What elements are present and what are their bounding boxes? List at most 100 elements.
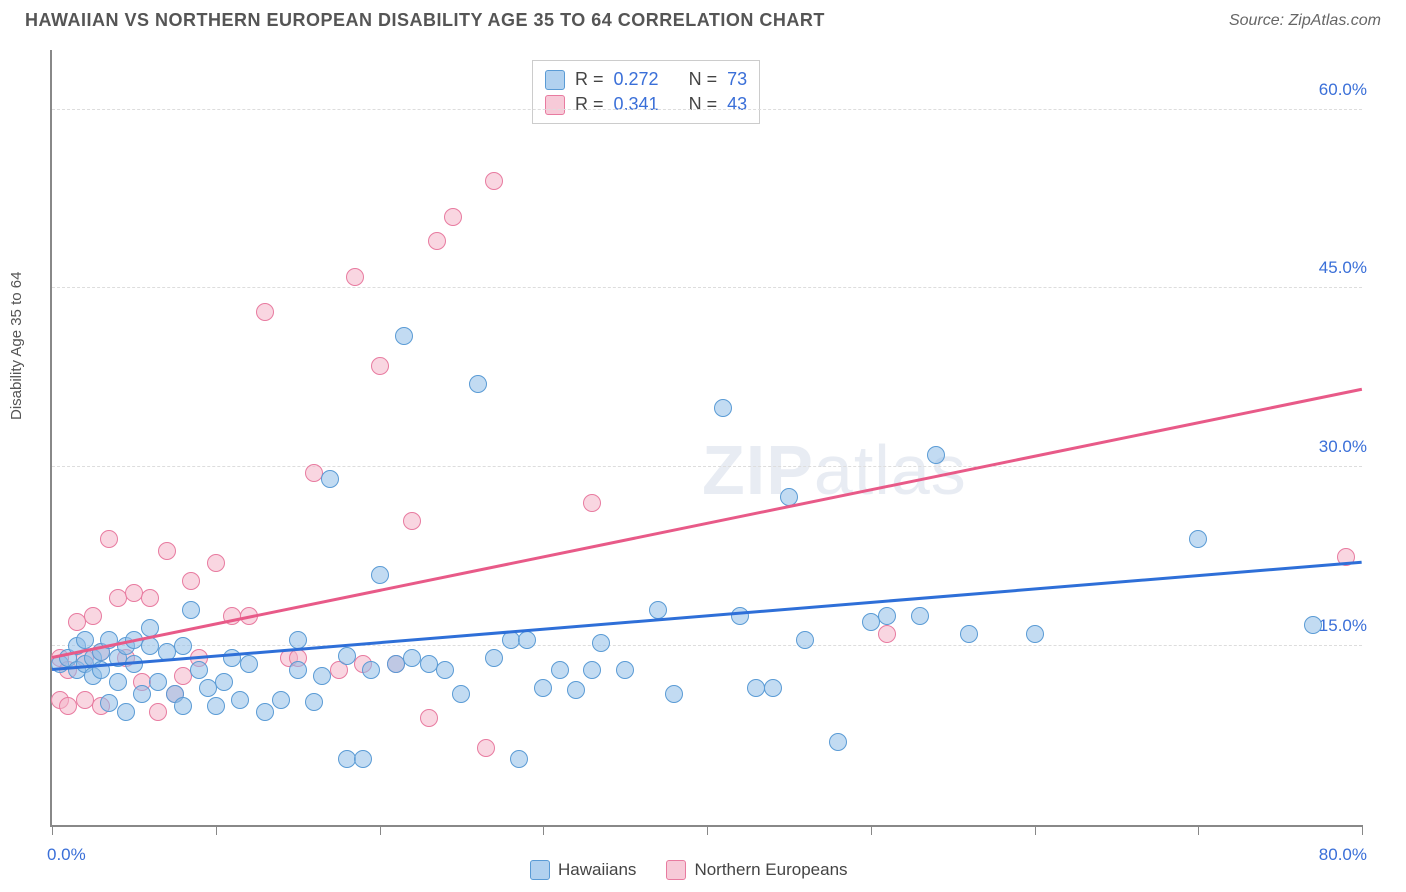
- legend: Hawaiians Northern Europeans: [530, 860, 848, 880]
- data-point: [649, 601, 667, 619]
- data-point: [420, 655, 438, 673]
- y-axis-label: Disability Age 35 to 64: [8, 272, 25, 420]
- y-tick-label: 45.0%: [1319, 258, 1367, 278]
- data-point: [583, 661, 601, 679]
- data-point: [362, 661, 380, 679]
- r-value-hawaiians: 0.272: [614, 69, 659, 90]
- data-point: [747, 679, 765, 697]
- data-point: [125, 584, 143, 602]
- data-point: [796, 631, 814, 649]
- info-row-hawaiians: R = 0.272 N = 73: [545, 67, 747, 92]
- gridline: [52, 109, 1362, 110]
- data-point: [436, 661, 454, 679]
- data-point: [109, 673, 127, 691]
- data-point: [149, 673, 167, 691]
- data-point: [878, 625, 896, 643]
- data-point: [256, 703, 274, 721]
- data-point: [182, 572, 200, 590]
- legend-swatch-blue: [530, 860, 550, 880]
- data-point: [321, 470, 339, 488]
- source-label: Source: ZipAtlas.com: [1229, 12, 1381, 30]
- legend-label-hawaiians: Hawaiians: [558, 860, 636, 880]
- data-point: [371, 566, 389, 584]
- x-tick-label-max: 80.0%: [1319, 845, 1367, 865]
- y-tick-label: 30.0%: [1319, 437, 1367, 457]
- data-point: [960, 625, 978, 643]
- data-point: [117, 703, 135, 721]
- data-point: [395, 327, 413, 345]
- data-point: [215, 673, 233, 691]
- data-point: [76, 631, 94, 649]
- trend-line: [52, 387, 1362, 658]
- data-point: [305, 464, 323, 482]
- y-tick-label: 15.0%: [1319, 616, 1367, 636]
- data-point: [313, 667, 331, 685]
- r-label: R =: [575, 94, 604, 115]
- legend-label-northern: Northern Europeans: [694, 860, 847, 880]
- r-label: R =: [575, 69, 604, 90]
- data-point: [387, 655, 405, 673]
- data-point: [190, 661, 208, 679]
- data-point: [141, 637, 159, 655]
- chart-container: ZIPatlas R = 0.272 N = 73 R = 0.341 N = …: [50, 50, 1360, 840]
- data-point: [485, 172, 503, 190]
- data-point: [469, 375, 487, 393]
- legend-swatch-pink: [666, 860, 686, 880]
- data-point: [76, 691, 94, 709]
- data-point: [240, 655, 258, 673]
- data-point: [551, 661, 569, 679]
- data-point: [665, 685, 683, 703]
- data-point: [829, 733, 847, 751]
- legend-northern: Northern Europeans: [666, 860, 847, 880]
- data-point: [182, 601, 200, 619]
- x-tick-label-min: 0.0%: [47, 845, 86, 865]
- r-value-northern: 0.341: [614, 94, 659, 115]
- x-tick: [1035, 825, 1037, 835]
- data-point: [338, 750, 356, 768]
- data-point: [502, 631, 520, 649]
- data-point: [68, 613, 86, 631]
- data-point: [731, 607, 749, 625]
- data-point: [346, 268, 364, 286]
- data-point: [403, 512, 421, 530]
- data-point: [256, 303, 274, 321]
- data-point: [534, 679, 552, 697]
- data-point: [477, 739, 495, 757]
- data-point: [59, 697, 77, 715]
- n-label: N =: [689, 94, 718, 115]
- data-point: [444, 208, 462, 226]
- data-point: [592, 634, 610, 652]
- data-point: [452, 685, 470, 703]
- data-point: [207, 697, 225, 715]
- data-point: [927, 446, 945, 464]
- data-point: [174, 697, 192, 715]
- n-value-hawaiians: 73: [727, 69, 747, 90]
- data-point: [714, 399, 732, 417]
- x-tick: [707, 825, 709, 835]
- x-tick: [380, 825, 382, 835]
- x-tick: [52, 825, 54, 835]
- data-point: [199, 679, 217, 697]
- n-value-northern: 43: [727, 94, 747, 115]
- data-point: [420, 709, 438, 727]
- y-tick-label: 60.0%: [1319, 80, 1367, 100]
- data-point: [100, 530, 118, 548]
- data-point: [133, 685, 151, 703]
- data-point: [428, 232, 446, 250]
- data-point: [1304, 616, 1322, 634]
- data-point: [764, 679, 782, 697]
- data-point: [510, 750, 528, 768]
- data-point: [911, 607, 929, 625]
- x-tick: [543, 825, 545, 835]
- swatch-pink: [545, 95, 565, 115]
- data-point: [100, 694, 118, 712]
- data-point: [1026, 625, 1044, 643]
- data-point: [207, 554, 225, 572]
- data-point: [231, 691, 249, 709]
- data-point: [616, 661, 634, 679]
- chart-title: HAWAIIAN VS NORTHERN EUROPEAN DISABILITY…: [25, 10, 825, 31]
- plot-area: ZIPatlas R = 0.272 N = 73 R = 0.341 N = …: [50, 50, 1362, 827]
- swatch-blue: [545, 70, 565, 90]
- x-tick: [216, 825, 218, 835]
- data-point: [1189, 530, 1207, 548]
